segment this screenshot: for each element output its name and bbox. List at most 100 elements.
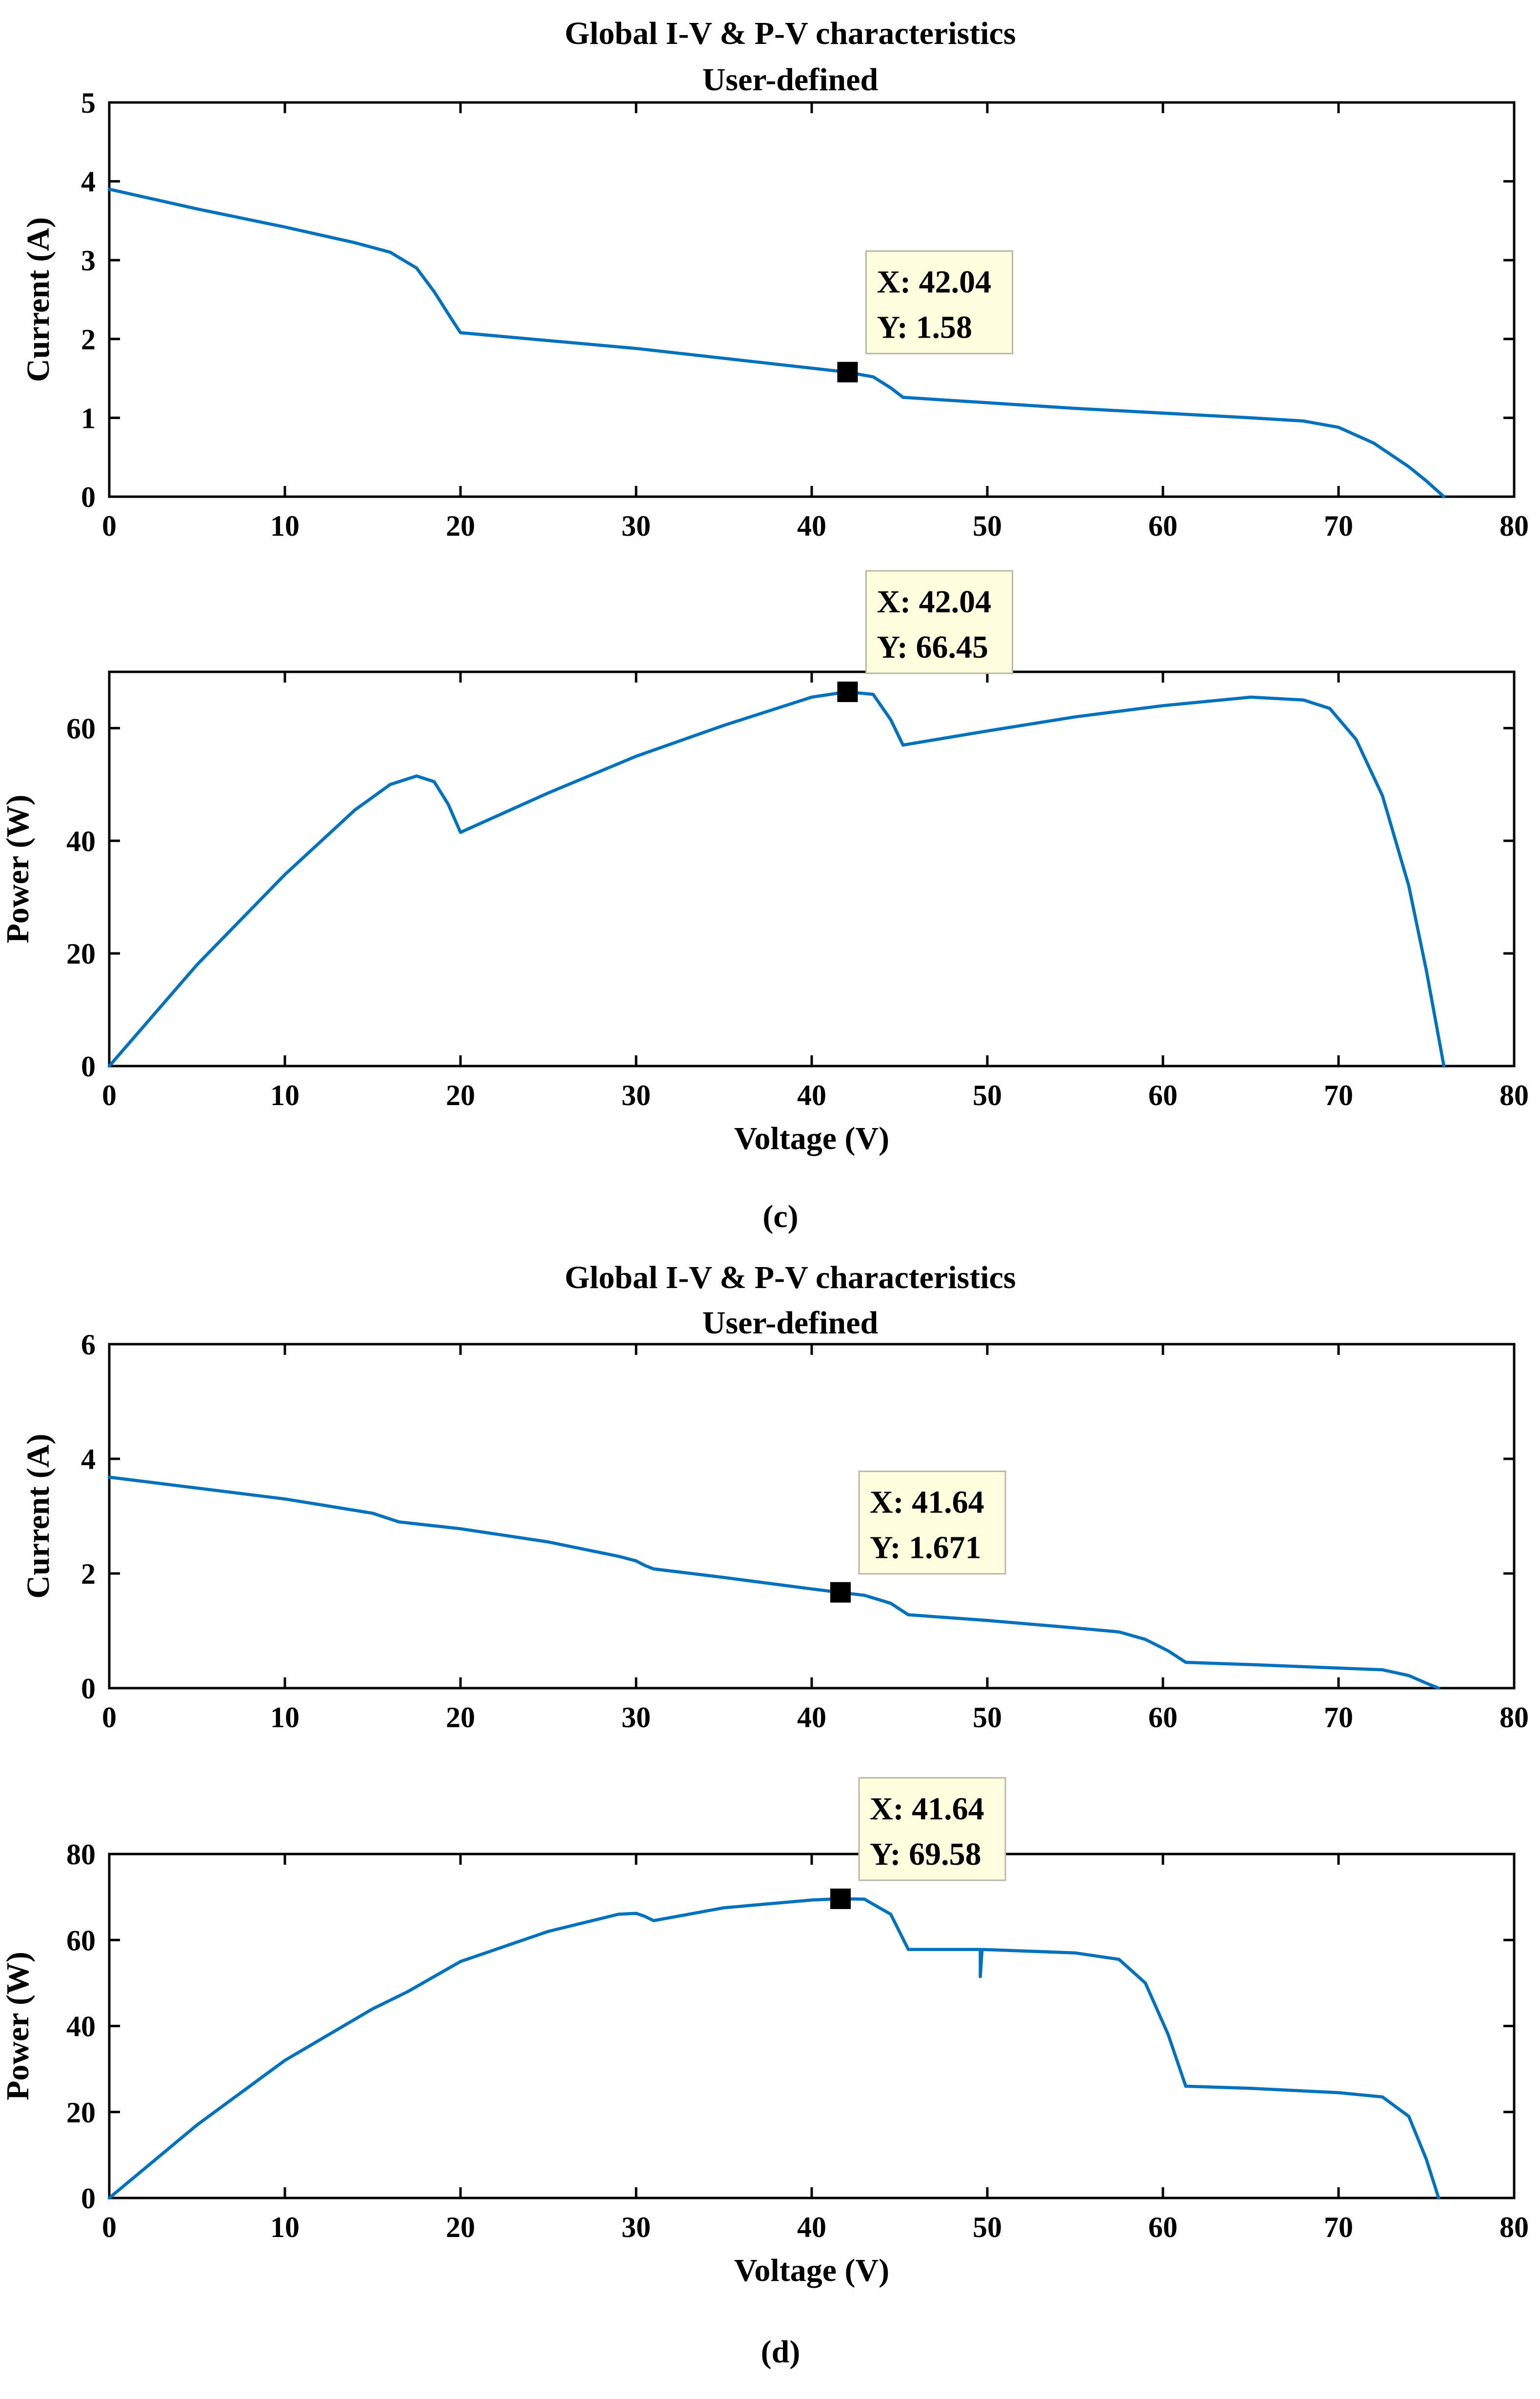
x-tick-label: 0 xyxy=(102,1701,117,1734)
x-tick-label: 60 xyxy=(1148,1079,1178,1111)
x-tick-label: 10 xyxy=(270,2211,300,2243)
y-tick-label: 0 xyxy=(81,481,96,513)
y-tick-label: 60 xyxy=(66,712,96,745)
title-c: Global I-V & P-V characteristics xyxy=(564,16,1016,51)
x-tick-label: 20 xyxy=(446,1701,475,1734)
datatip-box xyxy=(865,250,1013,355)
chart-d-power: 0 10 20 30 40 50 60 70 80 0 20 40 60 80 Power (W) Volta… xyxy=(0,1777,1529,2288)
chart-d-current: 0 10 20 30 40 50 60 70 80 0 2 4 6 Current (A) X: 41.64… xyxy=(20,1329,1529,1734)
y-tick-label: 1 xyxy=(81,402,96,434)
x-tick-label: 10 xyxy=(270,1079,300,1111)
y-axis-label: Power (W) xyxy=(0,1952,36,2100)
datatip-marker[interactable] xyxy=(837,681,858,702)
series-line xyxy=(107,1897,1440,2200)
datatip[interactable]: X: 41.64 Y: 69.58 xyxy=(858,1777,1006,1881)
datatip-y-label: Y: 66.45 xyxy=(877,629,988,665)
x-tick-label: 30 xyxy=(621,1701,651,1734)
x-tick-label: 70 xyxy=(1324,1701,1353,1734)
x-tick-label: 10 xyxy=(270,1701,300,1734)
x-tick-label: 70 xyxy=(1324,1079,1353,1111)
y-tick-label: 6 xyxy=(81,1329,96,1361)
x-tick-label: 40 xyxy=(797,2211,826,2243)
datatip-box xyxy=(858,1777,1006,1881)
axes-frame xyxy=(108,101,1516,498)
panel-label-d: (d) xyxy=(761,2334,800,2370)
datatip[interactable]: X: 42.04 Y: 1.58 xyxy=(865,250,1013,355)
x-tick-label: 0 xyxy=(102,510,117,542)
y-tick-label: 5 xyxy=(81,87,96,119)
x-tick-label: 80 xyxy=(1500,1701,1529,1734)
x-tick-label: 80 xyxy=(1500,510,1529,542)
axes-frame xyxy=(108,1343,1516,1690)
x-tick-label: 40 xyxy=(797,1079,826,1111)
series-line xyxy=(107,690,1446,1068)
x-tick-label: 20 xyxy=(446,1079,475,1111)
series-line xyxy=(107,1475,1440,1690)
datatip-x-label: X: 41.64 xyxy=(870,1791,984,1827)
series-line xyxy=(107,187,1446,499)
x-tick-label: 50 xyxy=(973,1079,1002,1111)
x-tick-label: 70 xyxy=(1324,2211,1353,2243)
datatip-x-label: X: 42.04 xyxy=(877,264,991,300)
chart-c-current: 0 10 20 30 40 50 60 70 80 0 1 2 3 4 5 Current (A) X: 42.… xyxy=(20,87,1529,542)
x-tick-label: 50 xyxy=(973,1701,1002,1734)
x-tick-label: 30 xyxy=(621,1079,651,1111)
subtitle-d: User-defined xyxy=(702,1305,879,1341)
x-tick-label: 30 xyxy=(621,2211,651,2243)
x-tick-label: 20 xyxy=(446,510,475,542)
y-tick-label: 3 xyxy=(81,244,96,277)
x-axis-label: Voltage (V) xyxy=(734,2253,889,2288)
x-tick-label: 60 xyxy=(1148,1701,1178,1734)
datatip-marker[interactable] xyxy=(830,1888,851,1909)
x-tick-label: 50 xyxy=(973,2211,1002,2243)
axes-frame xyxy=(108,670,1516,1068)
y-tick-label: 4 xyxy=(81,166,96,198)
panel-label-c: (c) xyxy=(762,1199,798,1234)
y-tick-label: 40 xyxy=(66,2011,96,2043)
datatip-y-label: Y: 69.58 xyxy=(870,1836,981,1872)
datatip-y-label: Y: 1.671 xyxy=(870,1530,981,1566)
y-tick-label: 0 xyxy=(81,2182,96,2215)
x-tick-label: 40 xyxy=(797,510,826,542)
subtitle-c: User-defined xyxy=(702,62,879,98)
x-tick-label: 30 xyxy=(621,510,651,542)
y-tick-label: 40 xyxy=(66,825,96,857)
x-tick-label: 40 xyxy=(797,1701,826,1734)
y-tick-label: 2 xyxy=(81,1558,96,1590)
chart-c-power: 0 10 20 30 40 50 60 70 80 0 20 40 60 Power (W) Voltage… xyxy=(0,570,1529,1156)
y-tick-label: 0 xyxy=(81,1050,96,1083)
y-axis-label: Current (A) xyxy=(20,217,56,382)
y-tick-label: 20 xyxy=(66,938,96,970)
y-tick-label: 4 xyxy=(81,1443,96,1475)
title-d: Global I-V & P-V characteristics xyxy=(564,1260,1016,1295)
y-tick-label: 0 xyxy=(81,1673,96,1705)
x-tick-label: 60 xyxy=(1148,510,1178,542)
x-axis-label: Voltage (V) xyxy=(734,1121,889,1156)
y-tick-label: 80 xyxy=(66,1838,96,1871)
axes-frame xyxy=(108,1853,1516,2199)
x-tick-label: 80 xyxy=(1500,1079,1529,1111)
x-tick-label: 0 xyxy=(102,1079,117,1111)
y-tick-label: 60 xyxy=(66,1924,96,1956)
datatip-marker[interactable] xyxy=(837,362,858,383)
x-tick-label: 10 xyxy=(270,510,300,542)
datatip-marker[interactable] xyxy=(830,1582,851,1603)
x-tick-label: 60 xyxy=(1148,2211,1178,2243)
x-tick-label: 50 xyxy=(973,510,1002,542)
y-axis-label: Power (W) xyxy=(0,795,36,944)
datatip-x-label: X: 41.64 xyxy=(870,1485,984,1520)
datatip-box xyxy=(858,1471,1006,1575)
x-tick-label: 70 xyxy=(1324,510,1353,542)
datatip[interactable]: X: 41.64 Y: 1.671 xyxy=(858,1471,1006,1575)
x-tick-label: 80 xyxy=(1500,2211,1529,2243)
y-tick-label: 2 xyxy=(81,323,96,356)
y-axis-label: Current (A) xyxy=(20,1434,56,1599)
x-tick-label: 0 xyxy=(102,2211,117,2243)
x-tick-label: 20 xyxy=(446,2211,475,2243)
datatip[interactable]: X: 42.04 Y: 66.45 xyxy=(865,570,1013,674)
datatip-y-label: Y: 1.58 xyxy=(877,310,972,345)
y-tick-label: 20 xyxy=(66,2097,96,2129)
datatip-x-label: X: 42.04 xyxy=(877,584,991,620)
datatip-box xyxy=(865,570,1013,674)
